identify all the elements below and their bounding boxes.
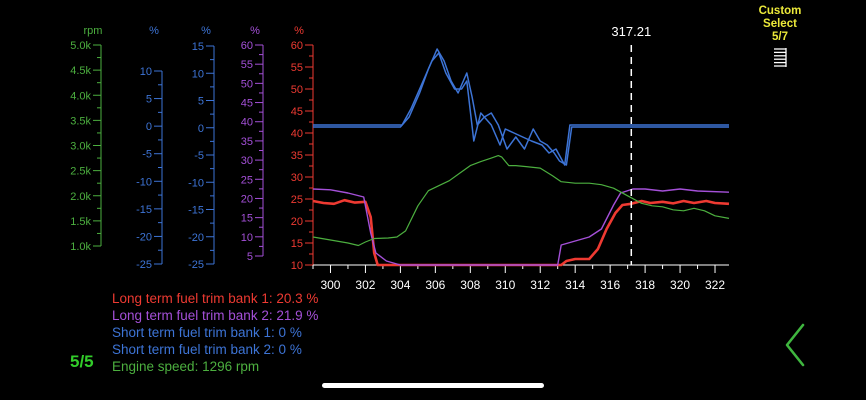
axis-ltft1-unit: % <box>294 25 304 37</box>
axis-stft2-tick-label: 5 <box>198 96 204 108</box>
series-short-term-fuel-trim-bank-1 <box>313 52 729 166</box>
axis-stft1-tick-label: 0 <box>146 121 152 133</box>
axis-ltft2-tick-label: 20 <box>241 193 253 205</box>
axis-ltft2-tick-label: 5 <box>247 251 253 263</box>
axis-stft2: % 15 10 5 0 -5 -10 -15 -20 -25 <box>188 25 215 271</box>
axis-stft2-tick-label: -5 <box>194 150 204 162</box>
legend-stft-bank2: Short term fuel trim bank 2: 0 % <box>112 342 302 357</box>
axis-stft1: % 10 5 0 -5 -10 -15 -20 -25 <box>136 25 163 271</box>
axis-stft1-tick-label: 10 <box>140 66 152 78</box>
legend-engine-speed: Engine speed: 1296 rpm <box>112 359 260 374</box>
axis-ltft1-tick-label: 15 <box>291 238 303 250</box>
axis-ltft1-tick-label: 60 <box>291 40 303 52</box>
axis-ltft1-tick-label: 20 <box>291 216 303 228</box>
custom-select-page: 5/7 <box>772 31 788 43</box>
legend-ltft-bank2: Long term fuel trim bank 2: 21.9 % <box>112 308 319 323</box>
series-long-term-fuel-trim-bank-2 <box>312 188 730 266</box>
series-long-term-fuel-trim-bank-1 <box>312 198 730 267</box>
axis-ltft2-tick-label: 15 <box>241 213 253 225</box>
axis-stft1-tick-label: -15 <box>136 204 152 216</box>
axis-stft2-tick-label: -15 <box>188 205 204 217</box>
axis-ltft2-unit: % <box>250 25 260 37</box>
x-axis-tick-label: 318 <box>635 278 655 292</box>
axis-stft1-tick-label: 5 <box>146 94 152 106</box>
axis-stft1-tick-label: -20 <box>136 231 152 243</box>
x-axis-tick-label: 310 <box>495 278 515 292</box>
axis-rpm-tick-label: 4.5k <box>70 65 91 77</box>
x-axis-tick-label: 306 <box>425 278 445 292</box>
axis-ltft1-tick-label: 10 <box>291 260 303 272</box>
axis-stft2-tick-label: 0 <box>198 123 204 135</box>
axis-rpm-tick-label: 2.0k <box>70 191 91 203</box>
custom-select-line1: Custom <box>758 5 802 17</box>
x-axis-tick-label: 304 <box>390 278 410 292</box>
axis-ltft2-tick-label: 30 <box>241 155 253 167</box>
axis-ltft2-tick-label: 40 <box>241 117 253 129</box>
series-layer <box>312 48 730 267</box>
x-axis-tick-label: 312 <box>530 278 550 292</box>
axis-rpm-unit: rpm <box>84 25 103 37</box>
list-selector-icon <box>774 48 787 67</box>
page-counter: 5/5 <box>70 352 94 371</box>
axis-ltft2-tick-label: 10 <box>241 232 253 244</box>
axis-stft2-tick-label: 10 <box>192 68 204 80</box>
x-axis-tick-label: 308 <box>460 278 480 292</box>
x-axis-tick-label: 302 <box>355 278 375 292</box>
axis-stft2-tick-label: -20 <box>188 232 204 244</box>
axis-ltft2-tick-label: 50 <box>241 78 253 90</box>
axis-ltft1-tick-label: 25 <box>291 194 303 206</box>
axis-rpm-tick-label: 1.5k <box>70 216 91 228</box>
axis-ltft1-tick-label: 30 <box>291 172 303 184</box>
custom-select-button[interactable]: Custom Select 5/7 <box>748 5 812 68</box>
axis-stft2-tick-label: 15 <box>192 41 204 53</box>
axis-ltft2-tick-label: 60 <box>241 40 253 52</box>
axis-ltft2-tick-label: 55 <box>241 59 253 71</box>
x-axis-tick-label: 316 <box>600 278 620 292</box>
cursor-layer[interactable]: 317.21 <box>611 24 651 265</box>
axis-ltft2-tick-label: 35 <box>241 136 253 148</box>
legend-ltft-bank1: Long term fuel trim bank 1: 20.3 % <box>112 291 319 306</box>
axis-ltft1: % 60 55 50 45 40 35 30 25 20 15 10 <box>291 25 314 272</box>
axis-ltft1-tick-label: 40 <box>291 128 303 140</box>
axis-ltft2: % 60 55 50 45 40 35 30 25 20 15 10 5 <box>241 25 264 263</box>
axis-ltft2-tick-label: 45 <box>241 98 253 110</box>
axis-rpm-tick-label: 1.0k <box>70 241 91 253</box>
axis-rpm: rpm 5.0k 4.5k 4.0k 3.5k 3.0k 2.5k 2.0k 1.5k 1.0k <box>70 25 102 253</box>
axis-ltft1-tick-label: 35 <box>291 150 303 162</box>
x-axis-tick-label: 322 <box>705 278 725 292</box>
axes-layer: rpm 5.0k 4.5k 4.0k 3.5k 3.0k 2.5k 2.0k 1.5k 1.0k%… <box>70 25 729 292</box>
x-axis-tick-label: 314 <box>565 278 585 292</box>
x-axis: 300 302 304 306 308 310 312 314 316 318 320 322 <box>312 264 729 292</box>
custom-select-line2: Select <box>763 18 797 30</box>
x-axis-tick-label: 320 <box>670 278 690 292</box>
back-arrow-icon[interactable] <box>782 322 810 368</box>
home-indicator <box>322 383 544 388</box>
axis-rpm-tick-label: 4.0k <box>70 90 91 102</box>
axis-ltft1-tick-label: 45 <box>291 106 303 118</box>
axis-ltft2-tick-label: 25 <box>241 174 253 186</box>
axis-rpm-tick-label: 5.0k <box>70 40 91 52</box>
cursor-value-label: 317.21 <box>611 24 651 39</box>
axis-rpm-tick-label: 2.5k <box>70 166 91 178</box>
x-axis-tick-label: 300 <box>320 278 340 292</box>
axis-stft2-tick-label: -10 <box>188 177 204 189</box>
axis-stft2-unit: % <box>201 25 211 37</box>
axis-rpm-tick-label: 3.0k <box>70 141 91 153</box>
axis-stft1-tick-label: -10 <box>136 176 152 188</box>
series-short-term-fuel-trim-bank-2 <box>313 48 729 166</box>
legend-stft-bank1: Short term fuel trim bank 1: 0 % <box>112 325 302 340</box>
axis-stft1-tick-label: -5 <box>142 149 152 161</box>
series-engine-speed <box>312 155 730 247</box>
axis-stft1-unit: % <box>149 25 159 37</box>
axis-ltft1-tick-label: 50 <box>291 84 303 96</box>
axis-rpm-tick-label: 3.5k <box>70 115 91 127</box>
axis-stft2-tick-label: -25 <box>188 259 204 271</box>
axis-ltft1-tick-label: 55 <box>291 62 303 74</box>
axis-stft1-tick-label: -25 <box>136 259 152 271</box>
